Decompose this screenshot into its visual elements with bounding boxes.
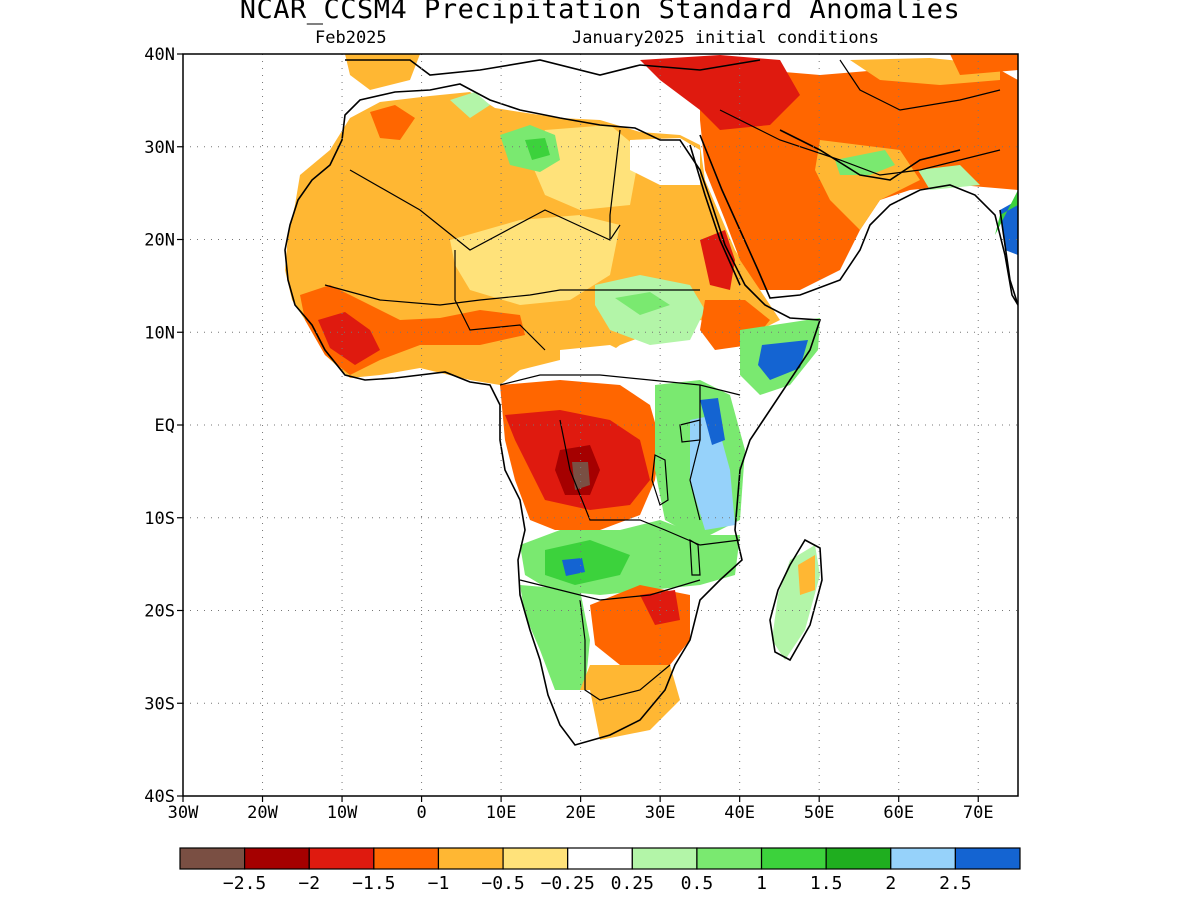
lon-tick-label: 60E [883,803,914,823]
lon-tick-label: 30E [645,803,676,823]
lat-tick-label: 20N [144,231,175,251]
anomaly-libya-wet [450,92,490,118]
border-iran [839,59,1001,111]
lon-tick-label: 10W [327,803,358,823]
madagascar-coastline [769,538,823,662]
anomaly-morocco [370,105,415,140]
coastlines-borders [284,59,1018,746]
colorbar-swatch [954,847,1021,870]
lat-tick-label: 10N [144,323,175,343]
colorbar-label: −2 [298,873,320,894]
lon-tick-label: 10E [486,803,517,823]
colorbar-label: −1.5 [352,873,395,894]
lat-tick-label: 10S [144,509,175,529]
lon-tick-label: 20E [565,803,596,823]
colorbar-labels: −2.5 −2 −1.5 −1 −0.5 −0.25 0.25 0.5 1 1.5 2 2.5 [223,873,972,894]
red-sea-west [689,144,741,286]
init-conditions-label: January2025 initial conditions [572,28,880,48]
colorbar-label: 0.5 [681,873,714,894]
colorbar-label: 2.5 [939,873,972,894]
colorbar-swatch [567,847,633,870]
latitude-ticks: 40N 30N 20N 10N EQ 10S 20S 30S 40S [144,45,183,807]
anomaly-angola-wettest [562,558,585,576]
colorbar-swatch [760,847,827,870]
anomaly-cape-neutral [545,690,600,748]
colorbar [179,847,1021,870]
colorbar-label: 1 [756,873,767,894]
india-west-coast [999,209,1018,306]
lon-tick-label: 70E [963,803,994,823]
colorbar-label: 2 [885,873,896,894]
anomaly-egypt-neutral [630,138,700,185]
colorbar-swatch [696,847,763,870]
longitude-ticks: 30W 20W 10W 0 10E 20E 30E 40E 50E 60E 70E [168,796,994,823]
valid-month-label: Feb2025 [315,28,387,48]
colorbar-swatch [631,847,698,870]
border-central [499,374,741,396]
border-sahel-2 [454,250,546,351]
lat-tick-label: 40N [144,45,175,65]
border-arabia [719,109,1001,176]
anomaly-congo-extreme [572,462,590,490]
anomaly-fields [285,54,1018,748]
colorbar-swatch [890,847,956,870]
lat-tick-label: 30S [144,694,175,714]
colorbar-label: 0.25 [611,873,654,894]
anomaly-namibia-wet [520,585,590,690]
mediterranean-north [345,59,761,76]
anomaly-central-neutral [560,345,640,385]
colorbar-label: −2.5 [223,873,266,894]
colorbar-label: 1.5 [810,873,843,894]
colorbar-swatch [373,847,440,870]
border-sahel [324,284,700,306]
colorbar-label: −0.25 [541,873,595,894]
lat-tick-label: 40S [144,787,175,807]
lon-tick-label: 20W [247,803,278,823]
lon-tick-label: 40E [724,803,755,823]
colorbar-swatch [308,847,375,870]
anomaly-lake-victoria-wet [700,398,725,445]
lon-tick-label: 0 [416,803,426,823]
africa-coastline [284,83,822,746]
colorbar-swatch [179,847,246,870]
border-congo [559,419,741,546]
lat-tick-label: 20S [144,602,175,622]
lat-tick-label: 30N [144,138,175,158]
anomaly-ethiopia-dry [700,230,735,290]
colorbar-label: −1 [428,873,450,894]
anomaly-iberia-dry [345,54,420,90]
anomaly-somalia-wet-core [758,340,808,380]
anomaly-europe-dry [950,54,1018,75]
anomaly-madagascar-dry [798,555,815,595]
lake-victoria [679,419,701,443]
lake-tanganyika [651,454,669,506]
colorbar-swatch [502,847,569,870]
anomaly-sudan-wet-core [615,292,670,315]
colorbar-swatch [437,847,504,870]
border-sahara-2 [609,129,621,240]
anomaly-india-wet-edge [995,190,1018,235]
anomaly-east-africa-wet-core [690,415,735,530]
border-southern-2 [579,599,671,701]
border-southern [519,579,701,601]
anomaly-south-africa-mild [575,665,680,740]
border-sahara-1 [349,169,621,251]
gridlines [183,54,1018,796]
anomaly-guinea-dry [318,312,380,365]
map-title: NCAR_CCSM4 Precipitation Standard Anomal… [239,0,961,25]
lat-tick-label: EQ [155,416,175,436]
lon-tick-label: 30W [168,803,199,823]
colorbar-label: −0.5 [481,873,524,894]
colorbar-swatch [244,847,310,870]
border-east [689,385,701,521]
anomaly-pakistan-wet [918,165,980,190]
lon-tick-label: 50E [804,803,835,823]
anomaly-levant-dry [640,55,800,130]
colorbar-swatch [825,847,892,870]
lake-malawi [689,538,701,576]
arabia-coastline [699,134,1018,306]
anomaly-algeria-wet-core [525,138,550,160]
